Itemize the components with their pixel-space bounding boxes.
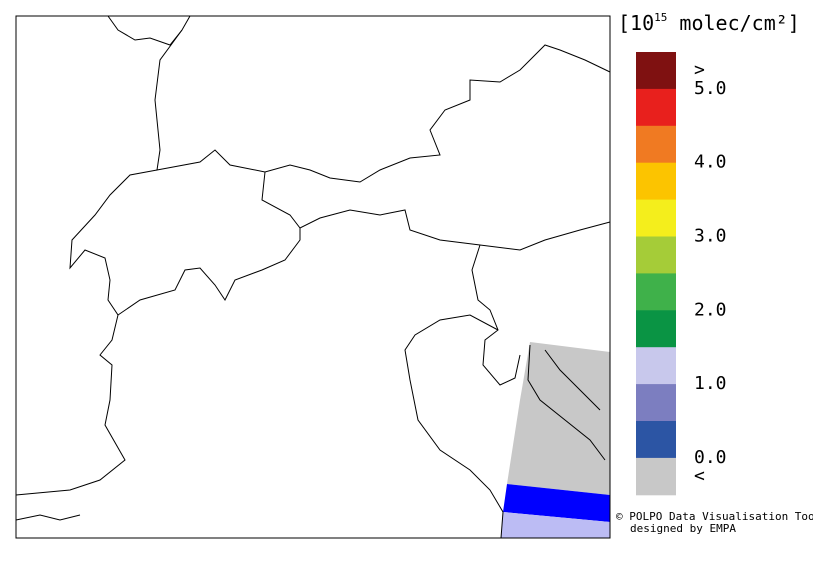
country-border (261, 171, 611, 251)
color-swatch (636, 199, 676, 237)
country-border (15, 169, 158, 496)
color-swatch (636, 457, 676, 496)
legend-unit: [1015 molec/cm²] (618, 11, 800, 35)
colorbar-tick-label: 2.0 (694, 299, 727, 320)
color-swatch (636, 347, 676, 385)
country-border (117, 228, 301, 316)
color-swatch (636, 236, 676, 274)
color-swatch (636, 273, 676, 311)
color-swatch (636, 384, 676, 422)
map-background (16, 16, 610, 538)
data-swath (503, 484, 610, 522)
colorbar-tick-label: 5.0 (694, 78, 727, 99)
color-swatch (636, 162, 676, 201)
unit-rest: molec/cm²] (667, 11, 799, 35)
color-swatch (636, 52, 676, 90)
map (15, 15, 611, 539)
colorbar: > <5.0 4.0 3.0 2.0 1.0 0.0 (636, 52, 727, 496)
credit: © POLPO Data Visualisation Tool (616, 510, 813, 523)
colorbar-tick-label: 1.0 (694, 373, 727, 394)
map-frame (15, 15, 611, 539)
color-swatch (636, 125, 676, 164)
colorbar-label: > (694, 59, 705, 80)
coastline (404, 314, 504, 539)
color-swatch (636, 421, 676, 459)
color-swatch (636, 88, 676, 127)
coastline (15, 514, 81, 521)
colorbar-tick-label: 0.0 (694, 447, 727, 468)
country-border (154, 29, 611, 183)
colorbar-tick-label: 3.0 (694, 226, 727, 247)
color-swatch (636, 310, 676, 348)
colorbar-tick-label: 4.0 (694, 152, 727, 173)
credit: designed by EMPA (630, 522, 736, 535)
country-border (471, 244, 521, 386)
data-swath (507, 342, 610, 495)
colorbar-label: < (694, 465, 705, 486)
coastline (527, 344, 606, 461)
unit-exponent: 15 (654, 11, 667, 24)
unit-base: [10 (618, 11, 654, 35)
data-swath (501, 512, 610, 538)
